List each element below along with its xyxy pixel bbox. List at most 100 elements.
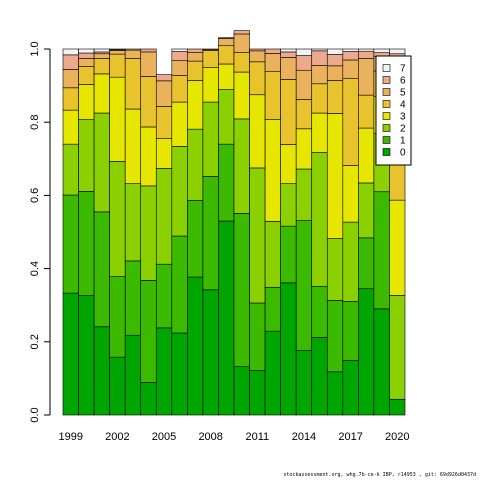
bar-2015-age-7: [311, 48, 328, 52]
bar-2015-age-3: [311, 112, 328, 153]
bar-2000-age-5: [78, 58, 95, 67]
legend-swatch-4: [382, 100, 391, 108]
bar-2006-age-7: [171, 48, 188, 52]
bar-2013-age-5: [280, 57, 297, 80]
bar-2018-age-7: [358, 48, 375, 52]
bar-2004-age-3: [140, 126, 157, 187]
bar-2000-age-0: [78, 295, 95, 416]
bar-2001-age-7: [93, 48, 110, 53]
bar-2014-age-2: [295, 168, 313, 221]
bar-2004-age-4: [140, 76, 157, 128]
bar-2011-age-5: [249, 50, 266, 63]
bar-2017-age-2: [342, 221, 359, 302]
bar-2013-age-3: [280, 144, 297, 184]
bar-2011-age-6: [249, 48, 266, 52]
bar-2009-age-1: [218, 143, 235, 222]
bar-2010-age-6: [233, 30, 250, 35]
bar-2017-age-0: [342, 360, 359, 416]
bar-2004-age-5: [140, 51, 157, 77]
bar-1999-age-3: [62, 109, 79, 145]
y-tick-label: 0.6: [29, 188, 41, 203]
bar-2002-age-0: [109, 356, 126, 416]
bar-2008-age-0: [202, 289, 219, 416]
bar-2003-age-3: [124, 108, 142, 184]
bar-2015-age-4: [311, 83, 328, 114]
bar-2007-age-2: [187, 128, 204, 201]
bar-2018-age-3: [358, 127, 375, 184]
bar-2010-age-1: [233, 213, 250, 367]
bar-2012-age-1: [264, 286, 281, 332]
bar-2012-age-3: [264, 119, 281, 222]
bar-2018-age-2: [358, 182, 375, 239]
bar-2020-age-0: [389, 398, 406, 416]
bar-1999-age-7: [62, 48, 79, 56]
bar-2018-age-5: [358, 58, 375, 96]
bar-2013-age-0: [280, 282, 297, 416]
bar-2004-age-0: [140, 382, 157, 416]
bar-2017-age-5: [342, 59, 359, 79]
bar-2010-age-4: [233, 51, 250, 73]
bar-2005-age-1: [155, 263, 173, 329]
bar-2006-age-6: [171, 51, 188, 62]
x-tick-label: 1999: [59, 431, 83, 443]
bar-2012-age-0: [264, 330, 281, 416]
bar-2002-age-7: [109, 48, 126, 51]
legend-label-2: 2: [400, 124, 406, 135]
bar-2014-age-3: [295, 128, 313, 170]
bar-2017-age-7: [342, 48, 359, 52]
legend-label-0: 0: [400, 148, 406, 159]
bar-2020-age-2: [389, 295, 406, 400]
bar-2016-age-5: [326, 65, 344, 81]
bar-2019-age-0: [373, 308, 390, 416]
bar-1999-age-2: [62, 143, 79, 196]
bar-2012-age-5: [264, 53, 281, 72]
bar-2005-age-4: [155, 106, 173, 139]
bar-2016-age-1: [326, 300, 344, 373]
bar-2003-age-2: [124, 183, 142, 262]
x-tick-label: 2020: [385, 431, 409, 443]
bar-2020-age-7: [389, 48, 406, 55]
bar-2002-age-5: [109, 50, 126, 55]
y-tick-label: 1.0: [29, 41, 41, 56]
bar-2000-age-1: [78, 191, 95, 296]
bar-2013-age-6: [280, 51, 297, 58]
bar-2011-age-0: [249, 370, 266, 416]
bar-2016-age-2: [326, 238, 344, 301]
legend-label-4: 4: [400, 100, 406, 111]
bar-2016-age-7: [326, 48, 344, 55]
y-tick-label: 0.4: [29, 261, 41, 276]
legend-label-5: 5: [400, 88, 406, 99]
bar-2007-age-1: [187, 200, 204, 278]
bar-2017-age-4: [342, 77, 359, 166]
bar-2009-age-4: [218, 45, 235, 65]
bar-2002-age-4: [109, 53, 126, 78]
bar-2013-age-7: [280, 48, 297, 53]
bar-2012-age-2: [264, 221, 281, 288]
bar-2000-age-2: [78, 119, 95, 192]
bar-1999-age-6: [62, 54, 79, 70]
bar-2001-age-0: [93, 326, 110, 416]
bar-2019-age-1: [373, 191, 390, 310]
bar-2008-age-4: [202, 50, 219, 68]
bar-2011-age-4: [249, 61, 266, 96]
bar-2000-age-7: [78, 48, 95, 54]
legend-swatch-5: [382, 88, 391, 96]
bar-2010-age-0: [233, 366, 250, 416]
bar-2007-age-4: [187, 60, 204, 81]
bar-2008-age-3: [202, 67, 219, 103]
bar-2007-age-6: [187, 48, 204, 53]
bar-2013-age-2: [280, 183, 297, 227]
bar-2015-age-5: [311, 65, 328, 85]
bar-2009-age-3: [218, 63, 235, 90]
bars-layer: [62, 30, 406, 416]
bar-2001-age-4: [93, 58, 110, 75]
bar-2002-age-3: [109, 76, 126, 162]
bar-2003-age-5: [124, 49, 142, 59]
bar-2017-age-1: [342, 301, 359, 361]
bar-2004-age-6: [140, 48, 157, 53]
bar-2004-age-1: [140, 280, 157, 383]
bar-2006-age-0: [171, 332, 188, 416]
x-tick-label: 2005: [152, 431, 176, 443]
